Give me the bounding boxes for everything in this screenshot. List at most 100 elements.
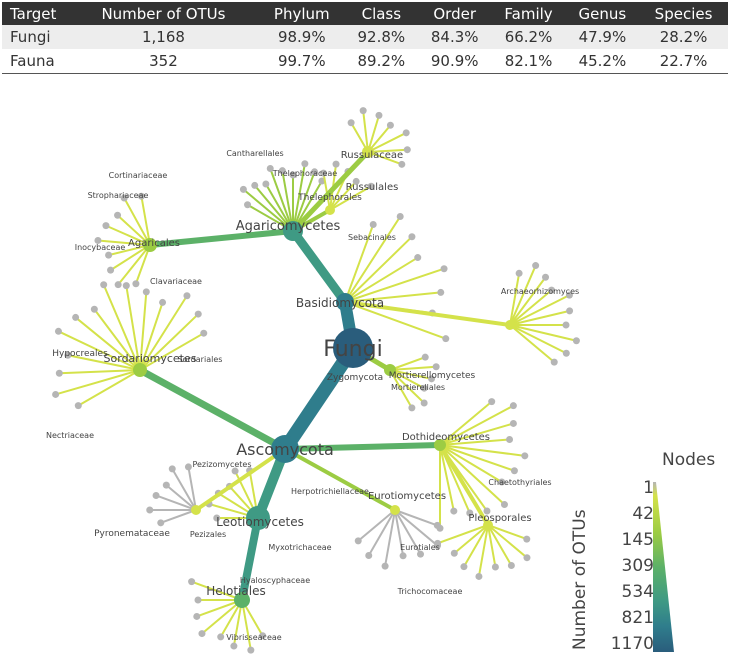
leaf-node — [498, 478, 506, 486]
tree-edge — [147, 228, 296, 248]
leaf-node — [491, 563, 499, 571]
tree-edge — [102, 283, 141, 371]
tree-edge — [242, 188, 294, 232]
leaf-node — [194, 310, 202, 318]
tree-label: Cantharellales — [226, 149, 283, 158]
leaf-node — [354, 537, 362, 545]
tree-label: Archaeorhizomyces — [501, 287, 579, 296]
tree-edge — [439, 404, 515, 446]
tree-label: Nectriaceae — [46, 431, 94, 440]
tree-edge — [462, 524, 489, 568]
leaf-node — [168, 465, 176, 473]
tree-edge — [116, 214, 151, 246]
tree-edge — [290, 149, 371, 234]
leaf-node — [381, 562, 389, 570]
hub-node — [246, 506, 270, 530]
tree-label: Strophariaceae — [88, 191, 149, 200]
tree-edge — [439, 444, 455, 513]
tree-edge — [139, 313, 200, 371]
leaf-node — [500, 501, 508, 509]
leaf-node — [433, 521, 441, 529]
tree-edge — [292, 162, 306, 232]
tree-edge — [57, 330, 141, 371]
leaf-node — [94, 236, 102, 244]
tree-edge — [139, 301, 164, 371]
leaf-node — [420, 384, 428, 392]
tree-edge — [343, 300, 512, 327]
table-cell: 98.9% — [258, 25, 345, 49]
leaf-node — [359, 107, 367, 115]
tree-edge — [344, 256, 419, 303]
tree-label: Sordariomycetes — [104, 352, 197, 365]
leaf-node — [64, 351, 72, 359]
leaf-node — [301, 160, 309, 168]
tree-edge — [389, 369, 433, 380]
leaf-node — [107, 266, 115, 274]
leaf-node — [510, 467, 518, 475]
table-header-row: Target Number of OTUs Phylum Class Order… — [2, 2, 728, 25]
tree-edge — [509, 264, 537, 326]
tree-edge — [107, 244, 151, 257]
leaf-node — [198, 630, 206, 638]
hub-node — [271, 435, 299, 463]
leaf-node — [408, 404, 416, 412]
tree-edge — [439, 444, 526, 457]
leaf-node — [251, 181, 259, 189]
leaf-node — [398, 160, 406, 168]
leaf-node — [550, 358, 558, 366]
table-cell: 352 — [68, 49, 259, 74]
leaf-node — [565, 291, 573, 299]
tree-edge — [125, 284, 141, 371]
hub-node — [143, 238, 157, 252]
leaf-node — [386, 121, 394, 129]
tree-edge — [344, 301, 447, 340]
legend-tick: 42 — [632, 504, 654, 524]
tree-label: Helotiales — [206, 584, 265, 598]
leaf-node — [399, 552, 407, 560]
leaf-node — [184, 463, 192, 471]
tree-edge — [136, 366, 289, 453]
leaf-node — [562, 349, 570, 357]
tree-edge — [509, 272, 521, 326]
leaf-node — [72, 313, 80, 321]
table-cell: 45.2% — [565, 49, 640, 74]
tree-edge — [123, 196, 151, 246]
leaf-node — [450, 549, 458, 557]
tree-edge — [66, 354, 141, 371]
tree-edge — [439, 444, 516, 472]
tree-label: Vibrisseaceae — [226, 633, 281, 642]
table-cell: 47.9% — [565, 25, 640, 49]
leaf-node — [278, 167, 286, 175]
tree-edge — [367, 114, 380, 153]
tree-edge — [281, 169, 294, 232]
leaf-node — [100, 281, 108, 289]
table-row: Fungi 1,168 98.9% 92.8% 84.3% 66.2% 47.9… — [2, 25, 728, 49]
leaf-node — [289, 171, 297, 179]
tree-label: Leotiomycetes — [216, 515, 304, 529]
tree-edge — [194, 447, 287, 512]
tree-edge — [509, 324, 556, 364]
leaf-node — [259, 632, 267, 640]
leaf-node — [230, 642, 238, 650]
leaf-node — [562, 321, 570, 329]
tree-edge — [344, 291, 442, 303]
tree-label: Chaetothyriales — [488, 478, 551, 487]
hub-node — [234, 592, 250, 608]
leaf-node — [102, 222, 110, 230]
tree-edge — [200, 599, 243, 635]
leaf-node — [367, 182, 375, 190]
tree-edge — [367, 131, 408, 153]
leaf-node — [114, 211, 122, 219]
leaf-node — [365, 551, 373, 559]
leaf-node — [414, 254, 422, 262]
leaf-node — [507, 561, 515, 569]
tree-label: Russulaceae — [341, 150, 403, 161]
tree-label: Myxotrichaceae — [268, 543, 331, 552]
tree-label: Eurotiomycetes — [368, 491, 446, 502]
hub-node — [434, 439, 446, 451]
tree-edge — [344, 267, 446, 303]
tree-edge — [487, 524, 497, 568]
leaf-node — [194, 596, 202, 604]
column-header: Class — [344, 2, 419, 25]
tree-edge — [140, 195, 151, 246]
